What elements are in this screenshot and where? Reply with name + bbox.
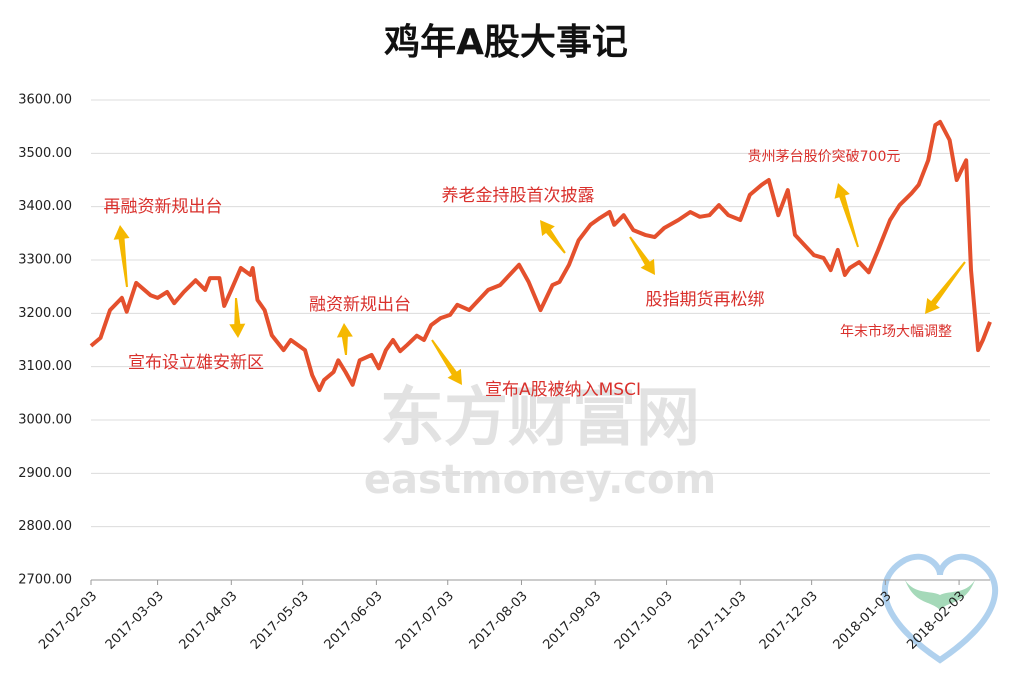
x-tick-label: 2017-07-03 [393, 589, 457, 653]
y-tick-label: 3400.00 [18, 199, 72, 214]
x-tick-label: 2018-01-03 [831, 589, 895, 653]
arrow [431, 339, 462, 385]
y-tick-label: 2800.00 [18, 519, 72, 534]
x-tick-label: 2017-09-03 [540, 589, 604, 653]
watermark: 东方财富网 [380, 382, 700, 456]
annotation: 年末市场大幅调整 [840, 323, 952, 340]
annotation: 贵州茅台股价突破700元 [748, 149, 901, 165]
x-tick-label: 2017-08-03 [467, 589, 531, 653]
arrow [229, 297, 246, 338]
x-tick-label: 2017-10-03 [612, 589, 676, 653]
y-tick-label: 3500.00 [18, 146, 72, 161]
y-tick-label: 3300.00 [18, 253, 72, 268]
annotation: 再融资新规出台 [104, 197, 223, 217]
logo [881, 553, 999, 664]
y-tick-label: 3100.00 [18, 359, 72, 374]
arrow [834, 183, 859, 248]
arrow [336, 323, 353, 356]
annotation: 宣布设立雄安新区 [128, 353, 264, 373]
x-tick-label: 2017-12-03 [757, 589, 821, 653]
annotation: 融资新规出台 [309, 295, 411, 315]
y-tick-label: 2700.00 [18, 573, 72, 588]
annotation: 宣布A股被纳入MSCI [485, 380, 641, 400]
x-tick-label: 2017-03-03 [103, 589, 167, 653]
x-tick-label: 2017-11-03 [686, 589, 750, 653]
arrow [540, 220, 566, 254]
x-tick-label: 2017-05-03 [248, 589, 312, 653]
x-tick-label: 2017-04-03 [177, 589, 241, 653]
x-tick-label: 2017-02-03 [36, 589, 100, 653]
arrow [925, 261, 966, 314]
price-line [89, 119, 992, 393]
y-tick-label: 3200.00 [18, 306, 72, 321]
watermark: eastmoney.com [364, 457, 716, 503]
y-tick-label: 3000.00 [18, 413, 72, 428]
annotation: 养老金持股首次披露 [442, 186, 595, 206]
annotation: 股指期货再松绑 [646, 290, 765, 310]
logo [905, 580, 975, 610]
arrow [629, 236, 655, 275]
y-tick-label: 2900.00 [18, 466, 72, 481]
arrow [113, 225, 130, 288]
x-tick-label: 2017-06-03 [322, 589, 386, 653]
y-tick-label: 3600.00 [18, 93, 72, 108]
chart-title: 鸡年A股大事记 [384, 22, 628, 63]
